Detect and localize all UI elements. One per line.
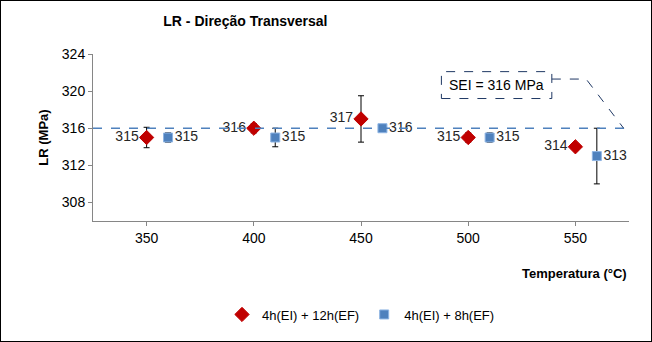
svg-text:315: 315 [115,128,139,144]
svg-text:316: 316 [389,119,413,135]
svg-text:LR (MPa): LR (MPa) [36,109,51,165]
svg-text:SEI = 316 MPa: SEI = 316 MPa [449,77,544,93]
svg-text:316: 316 [62,120,86,136]
svg-text:315: 315 [175,128,199,144]
svg-text:317: 317 [330,109,354,125]
svg-text:400: 400 [242,230,266,246]
svg-text:320: 320 [62,83,86,99]
svg-text:315: 315 [496,128,520,144]
svg-text:315: 315 [282,128,306,144]
svg-text:LR - Direção Transversal: LR - Direção Transversal [163,13,327,29]
svg-text:313: 313 [603,147,627,163]
svg-text:350: 350 [135,230,159,246]
svg-text:4h(EI) + 12h(EF): 4h(EI) + 12h(EF) [262,308,359,323]
svg-text:450: 450 [349,230,373,246]
svg-text:Temperatura (°C): Temperatura (°C) [522,266,627,281]
svg-text:316: 316 [223,119,247,135]
svg-text:314: 314 [544,137,568,153]
svg-text:550: 550 [564,230,588,246]
svg-text:4h(EI) + 8h(EF): 4h(EI) + 8h(EF) [404,308,494,323]
svg-text:312: 312 [62,157,86,173]
svg-text:500: 500 [457,230,481,246]
svg-text:324: 324 [62,46,86,62]
svg-text:308: 308 [62,194,86,210]
svg-text:315: 315 [437,128,461,144]
